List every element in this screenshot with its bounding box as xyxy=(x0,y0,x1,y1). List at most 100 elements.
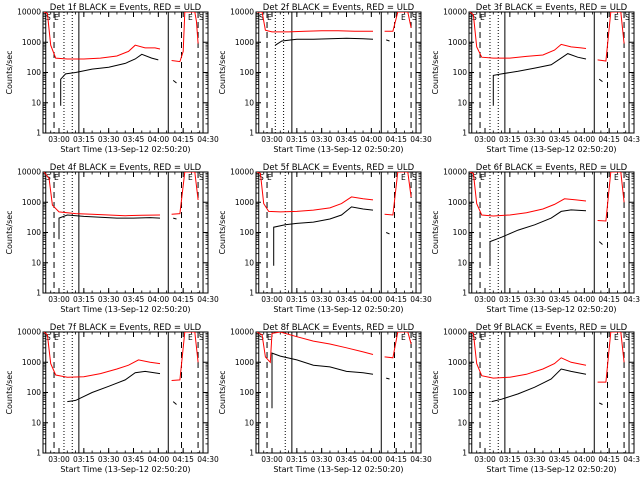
events-series-line xyxy=(60,53,159,106)
events-series-line xyxy=(598,402,603,405)
y-tick-label: 100 xyxy=(27,68,42,77)
y-tick-label: 1 xyxy=(462,449,467,458)
events-series-line xyxy=(58,214,161,240)
y-tick-label: 10 xyxy=(244,418,254,427)
y-axis-label: Counts/sec xyxy=(218,370,227,414)
uld-series-line xyxy=(257,12,373,33)
corner-mark-label: E xyxy=(188,13,193,22)
corner-mark-label: S xyxy=(625,13,630,22)
y-tick-label: 10000 xyxy=(443,168,467,177)
y-tick-label: 10 xyxy=(457,258,467,267)
x-tick-label: 03:30 xyxy=(524,295,546,304)
events-series-line xyxy=(173,217,177,220)
x-tick-label: 03:00 xyxy=(474,135,496,144)
y-tick-label: 10 xyxy=(457,418,467,427)
x-tick-label: 03:45 xyxy=(549,135,571,144)
uld-series-line xyxy=(171,12,199,63)
x-tick-label: 03:30 xyxy=(98,455,120,464)
y-tick-label: 1 xyxy=(36,449,41,458)
panel-data-group xyxy=(43,12,199,106)
y-tick-label: 100 xyxy=(453,388,468,397)
y-tick-label: 10000 xyxy=(17,8,41,17)
y-tick-label: 1000 xyxy=(448,198,467,207)
y-tick-label: 1 xyxy=(249,289,254,298)
y-tick-label: 1 xyxy=(249,129,254,138)
y-tick-label: 100 xyxy=(240,228,255,237)
corner-mark-label: S xyxy=(412,173,417,182)
x-tick-label: 04:30 xyxy=(623,135,640,144)
y-tick-label: 100 xyxy=(453,228,468,237)
y-tick-label: 10 xyxy=(244,258,254,267)
corner-mark-label: E xyxy=(188,333,193,342)
y-tick-label: 100 xyxy=(27,228,42,237)
x-tick-label: 03:15 xyxy=(73,455,95,464)
uld-series-line xyxy=(384,332,412,359)
y-axis-label: Counts/sec xyxy=(218,50,227,94)
uld-series-line xyxy=(597,172,625,222)
x-tick-label: 03:30 xyxy=(98,135,120,144)
uld-series-line xyxy=(43,332,161,378)
x-tick-label: 04:15 xyxy=(172,455,194,464)
x-tick-label: 04:15 xyxy=(172,135,194,144)
y-tick-label: 1000 xyxy=(235,198,254,207)
y-tick-label: 10 xyxy=(31,98,41,107)
x-tick-label: 03:30 xyxy=(98,295,120,304)
x-tick-label: 03:00 xyxy=(261,455,283,464)
panel-data-group xyxy=(257,12,412,46)
x-tick-label: 04:30 xyxy=(623,295,640,304)
x-tick-label: 03:30 xyxy=(524,455,546,464)
x-axis-label: Start Time (13-Sep-12 02:50:20) xyxy=(486,305,616,314)
corner-mark-label: E xyxy=(614,333,619,342)
x-tick-label: 04:30 xyxy=(410,135,432,144)
chart-panel-2: Det 2f BLACK = Events, RED = ULD 1 10 100 10… xyxy=(218,3,432,154)
y-tick-label: 1000 xyxy=(235,38,254,47)
y-tick-label: 1 xyxy=(36,289,41,298)
panel-data-group xyxy=(43,172,199,240)
panel-data-group xyxy=(43,332,199,405)
x-tick-label: 04:15 xyxy=(598,135,620,144)
panel-data-group xyxy=(256,172,412,266)
y-tick-label: 1 xyxy=(462,289,467,298)
y-axis-label: Counts/sec xyxy=(431,50,440,94)
panel-data-group xyxy=(469,12,625,106)
x-tick-label: 03:30 xyxy=(311,455,333,464)
chart-panel-4: Det 4f BLACK = Events, RED = ULD 1 10 100 10… xyxy=(5,163,219,314)
panel-data-group xyxy=(469,172,625,266)
corner-mark-label: E xyxy=(480,173,485,182)
uld-series-line xyxy=(256,332,374,364)
panel-title: Det 6f BLACK = Events, RED = ULD xyxy=(476,163,628,173)
x-tick-label: 04:30 xyxy=(197,135,219,144)
x-tick-label: 04:15 xyxy=(598,295,620,304)
corner-mark-label: S xyxy=(472,13,477,22)
uld-series-line xyxy=(469,332,587,379)
x-tick-label: 03:15 xyxy=(286,295,308,304)
x-axis-label: Start Time (13-Sep-12 02:50:20) xyxy=(486,465,616,474)
panel-title: Det 7f BLACK = Events, RED = ULD xyxy=(50,323,202,333)
y-tick-label: 1000 xyxy=(235,358,254,367)
y-tick-label: 10000 xyxy=(230,8,254,17)
y-tick-label: 100 xyxy=(240,68,255,77)
events-series-line xyxy=(492,53,587,106)
chart-panel-6: Det 6f BLACK = Events, RED = ULD 1 10 100 10… xyxy=(431,163,640,314)
uld-series-line xyxy=(43,12,161,60)
x-tick-label: 03:15 xyxy=(286,135,308,144)
x-tick-label: 03:00 xyxy=(261,135,283,144)
corner-mark-label: S xyxy=(199,173,204,182)
x-tick-label: 03:30 xyxy=(524,135,546,144)
x-axis-label: Start Time (13-Sep-12 02:50:20) xyxy=(60,145,190,154)
y-tick-label: 10 xyxy=(244,98,254,107)
corner-mark-label: S xyxy=(259,13,264,22)
corner-mark-label: E xyxy=(480,333,485,342)
x-tick-label: 03:00 xyxy=(48,135,70,144)
chart-panel-8: Det 8f BLACK = Events, RED = ULD 1 10 100 10… xyxy=(218,323,432,474)
x-axis-label: Start Time (13-Sep-12 02:50:20) xyxy=(273,145,403,154)
corner-mark-label: S xyxy=(412,333,417,342)
y-tick-label: 10000 xyxy=(443,328,467,337)
uld-series-line xyxy=(384,12,412,32)
uld-series-line xyxy=(469,172,587,217)
corner-mark-label: E xyxy=(614,13,619,22)
x-tick-label: 04:30 xyxy=(410,455,432,464)
events-series-line xyxy=(598,241,603,245)
corner-mark-label: S xyxy=(472,333,477,342)
